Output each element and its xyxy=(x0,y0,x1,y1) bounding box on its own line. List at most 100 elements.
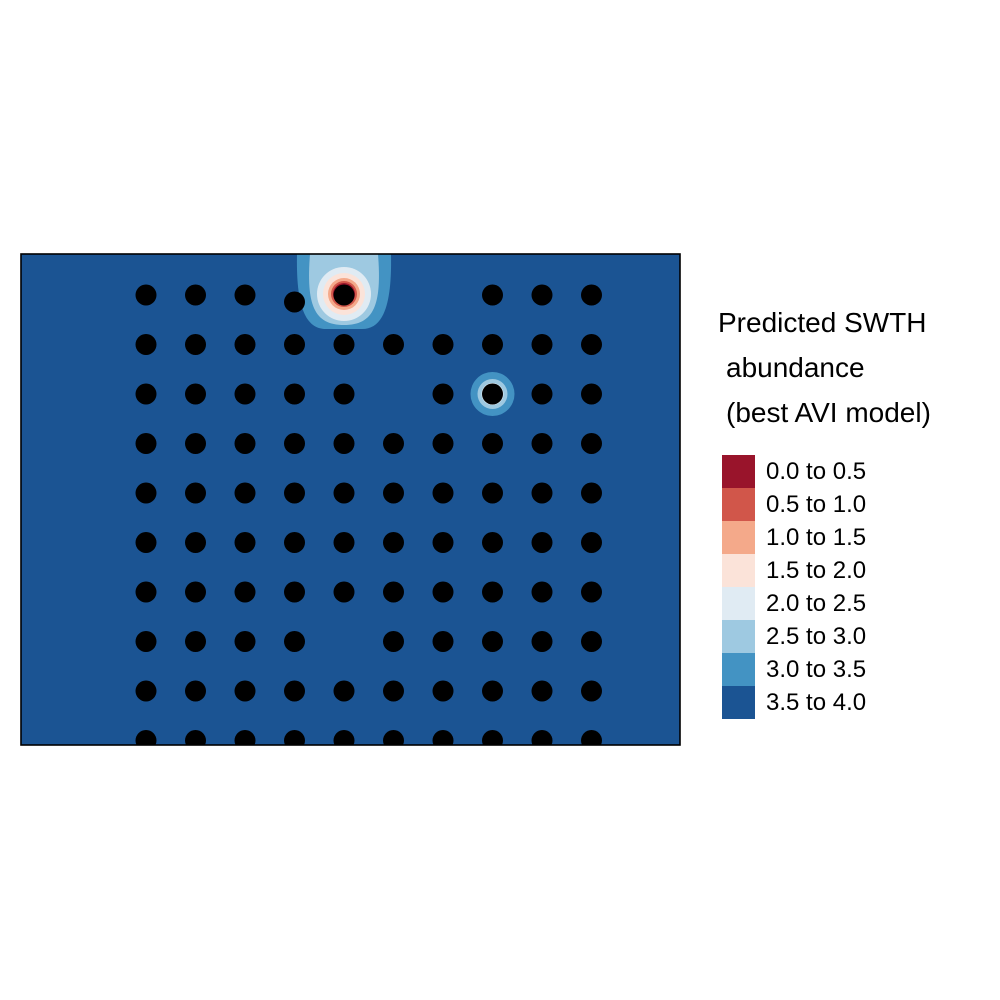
survey-point xyxy=(135,581,157,603)
survey-point xyxy=(284,631,305,652)
survey-points xyxy=(135,284,602,745)
survey-point xyxy=(581,482,602,504)
survey-point xyxy=(185,433,206,454)
legend: Predicted SWTH abundance (best AVI model… xyxy=(718,300,988,719)
survey-point xyxy=(482,482,503,504)
survey-point xyxy=(135,284,157,306)
survey-point xyxy=(482,383,503,405)
survey-point xyxy=(581,581,602,603)
survey-point xyxy=(284,680,305,702)
survey-point xyxy=(333,680,355,702)
survey-point xyxy=(383,631,404,652)
survey-point xyxy=(284,291,305,313)
survey-point xyxy=(284,730,305,745)
survey-point xyxy=(284,532,305,553)
legend-label: 3.0 to 3.5 xyxy=(766,656,867,683)
survey-point xyxy=(135,433,157,454)
survey-point xyxy=(135,532,157,553)
survey-point xyxy=(234,284,256,306)
survey-point xyxy=(383,581,404,603)
survey-point xyxy=(234,532,256,553)
survey-point xyxy=(432,433,454,454)
legend-swatch xyxy=(722,554,755,587)
legend-swatch xyxy=(722,686,755,719)
survey-point xyxy=(581,334,602,355)
survey-point xyxy=(333,383,355,405)
survey-point xyxy=(482,631,503,652)
survey-point xyxy=(333,433,355,454)
survey-point xyxy=(581,730,602,745)
survey-point xyxy=(531,581,553,603)
legend-label: 0.0 to 0.5 xyxy=(766,458,867,485)
survey-point xyxy=(284,482,305,504)
survey-point xyxy=(185,680,206,702)
survey-point xyxy=(482,581,503,603)
survey-point xyxy=(581,631,602,652)
survey-point xyxy=(482,334,503,355)
survey-point xyxy=(185,334,206,355)
legend-label: 0.5 to 1.0 xyxy=(766,491,867,518)
survey-point xyxy=(531,383,553,405)
survey-point xyxy=(333,730,355,745)
survey-point xyxy=(432,532,454,553)
survey-point xyxy=(284,334,305,355)
legend-label: 1.0 to 1.5 xyxy=(766,524,867,551)
survey-point xyxy=(383,433,404,454)
legend-swatch xyxy=(722,455,755,488)
survey-point xyxy=(333,482,355,504)
survey-point xyxy=(432,334,454,355)
survey-point xyxy=(482,532,503,553)
legend-title-line-2: abundance xyxy=(726,352,865,383)
survey-point xyxy=(135,730,157,745)
survey-point xyxy=(234,581,256,603)
survey-point xyxy=(531,334,553,355)
survey-point xyxy=(531,433,553,454)
survey-point xyxy=(234,482,256,504)
survey-point xyxy=(482,284,503,306)
legend-swatch xyxy=(722,488,755,521)
legend-title-line-1: Predicted SWTH xyxy=(718,307,927,338)
survey-point xyxy=(383,680,404,702)
survey-point xyxy=(185,730,206,745)
survey-point xyxy=(383,482,404,504)
survey-point xyxy=(581,680,602,702)
survey-point xyxy=(135,680,157,702)
legend-swatch xyxy=(722,653,755,686)
survey-point xyxy=(234,730,256,745)
legend-swatch xyxy=(722,620,755,653)
legend-swatch xyxy=(722,587,755,620)
survey-point xyxy=(581,433,602,454)
survey-point xyxy=(531,631,553,652)
survey-point xyxy=(531,730,553,745)
survey-point xyxy=(432,383,454,405)
survey-point xyxy=(482,433,503,454)
survey-point xyxy=(185,284,206,306)
survey-point xyxy=(482,730,503,745)
survey-point xyxy=(531,532,553,553)
legend-swatch xyxy=(722,521,755,554)
survey-point xyxy=(383,532,404,553)
survey-point xyxy=(333,581,355,603)
legend-label: 1.5 to 2.0 xyxy=(766,557,867,584)
legend-label: 2.0 to 2.5 xyxy=(766,590,867,617)
survey-point xyxy=(531,680,553,702)
survey-point xyxy=(333,334,355,355)
survey-point xyxy=(234,631,256,652)
survey-point xyxy=(531,482,553,504)
survey-point xyxy=(185,631,206,652)
survey-point xyxy=(185,532,206,553)
survey-point xyxy=(185,581,206,603)
survey-point xyxy=(284,581,305,603)
survey-point xyxy=(482,680,503,702)
survey-point xyxy=(432,631,454,652)
survey-point xyxy=(234,334,256,355)
legend-label: 3.5 to 4.0 xyxy=(766,689,867,716)
survey-point xyxy=(432,680,454,702)
survey-point xyxy=(185,482,206,504)
map-border xyxy=(20,253,681,746)
survey-point xyxy=(531,284,553,306)
survey-point xyxy=(432,730,454,745)
survey-point xyxy=(581,284,602,306)
survey-point xyxy=(135,383,157,405)
